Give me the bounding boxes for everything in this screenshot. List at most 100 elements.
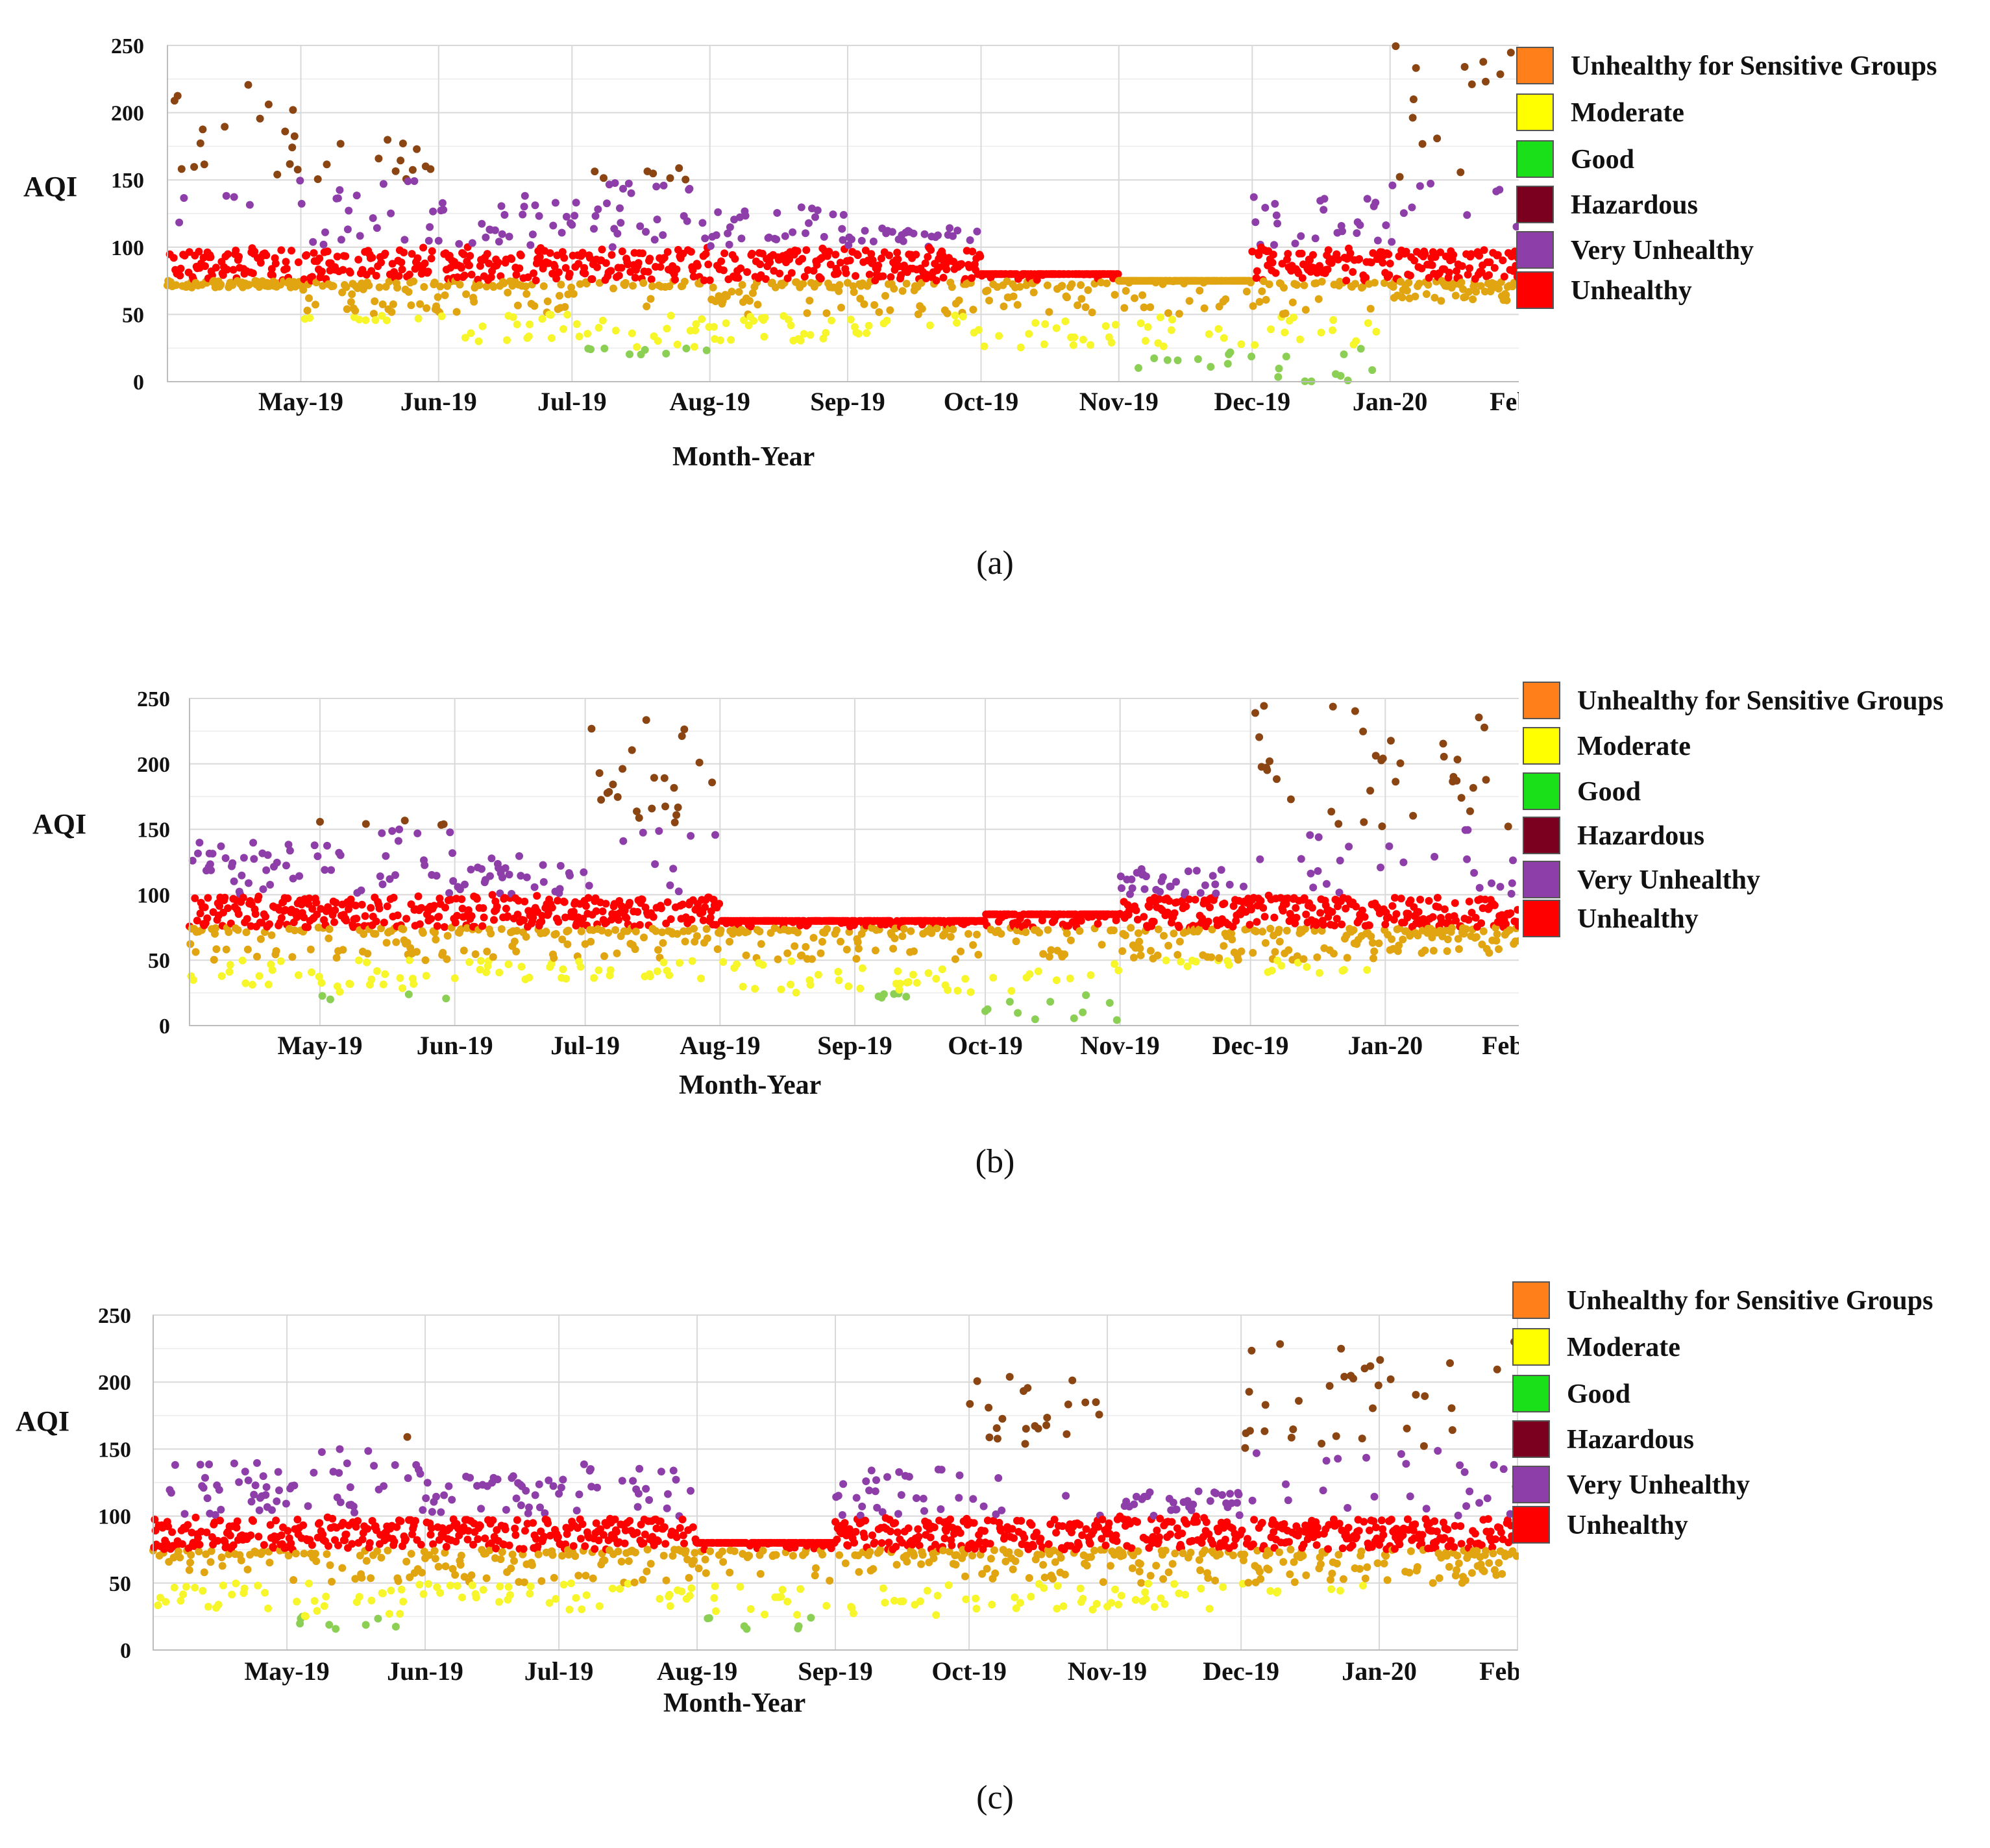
data-point bbox=[905, 1473, 913, 1481]
data-point bbox=[1136, 1560, 1144, 1568]
data-point bbox=[724, 229, 732, 238]
data-point bbox=[217, 972, 226, 980]
data-point bbox=[755, 928, 764, 935]
data-point bbox=[195, 1540, 204, 1549]
data-point bbox=[398, 265, 406, 274]
data-point bbox=[262, 1491, 270, 1499]
chart-panel-b: 0 50 100 150 200 250 May-19 Jun-19 Jul-19 Aug-19 S… bbox=[0, 623, 1990, 1220]
data-point bbox=[341, 1536, 349, 1545]
data-point bbox=[950, 258, 958, 266]
data-point bbox=[550, 262, 559, 271]
data-point bbox=[1290, 1558, 1298, 1566]
data-point bbox=[1058, 282, 1066, 290]
data-point bbox=[313, 910, 321, 918]
data-point bbox=[1012, 1604, 1020, 1612]
data-point bbox=[942, 265, 951, 274]
data-point bbox=[603, 199, 611, 208]
data-point bbox=[1472, 933, 1480, 941]
data-point bbox=[346, 980, 354, 989]
data-point bbox=[1367, 258, 1375, 267]
data-point bbox=[1273, 775, 1281, 783]
data-point bbox=[1141, 337, 1149, 345]
data-point bbox=[991, 1569, 1000, 1577]
data-point bbox=[308, 1541, 316, 1549]
data-point bbox=[792, 989, 800, 997]
data-point bbox=[1059, 1522, 1067, 1531]
data-point bbox=[578, 1520, 587, 1528]
data-point bbox=[229, 265, 238, 274]
data-point bbox=[690, 1557, 698, 1565]
data-point bbox=[913, 979, 921, 987]
data-point bbox=[363, 958, 371, 967]
data-point bbox=[448, 1565, 457, 1573]
data-point bbox=[402, 1557, 411, 1566]
data-point bbox=[241, 1468, 249, 1476]
data-point bbox=[1208, 926, 1216, 933]
data-point bbox=[395, 272, 403, 280]
data-point bbox=[342, 283, 350, 291]
data-point bbox=[846, 256, 854, 265]
data-point bbox=[498, 873, 506, 881]
data-point bbox=[1241, 1444, 1249, 1452]
data-point bbox=[446, 1581, 454, 1590]
data-point bbox=[323, 160, 331, 169]
data-point bbox=[674, 887, 683, 896]
data-point bbox=[397, 156, 405, 165]
data-point bbox=[212, 264, 220, 272]
data-point bbox=[1292, 904, 1300, 912]
data-point bbox=[304, 1502, 312, 1510]
data-point bbox=[1495, 284, 1503, 293]
data-point bbox=[828, 316, 835, 325]
data-point bbox=[1138, 291, 1147, 299]
data-point bbox=[301, 1612, 310, 1620]
data-point bbox=[531, 201, 539, 210]
data-point bbox=[1103, 279, 1111, 288]
data-point bbox=[1043, 1414, 1051, 1422]
data-point bbox=[563, 310, 572, 319]
data-point bbox=[343, 305, 351, 314]
data-point bbox=[1418, 264, 1426, 273]
panel-caption: (b) bbox=[975, 1143, 1015, 1180]
data-point bbox=[1153, 951, 1162, 959]
data-point bbox=[1480, 246, 1488, 254]
data-point bbox=[1094, 920, 1102, 928]
data-point bbox=[985, 1403, 993, 1412]
data-point bbox=[426, 223, 434, 231]
data-point bbox=[425, 1551, 434, 1559]
data-point bbox=[939, 1546, 948, 1555]
data-point bbox=[955, 1471, 964, 1479]
data-point bbox=[1415, 279, 1423, 288]
data-point bbox=[483, 947, 491, 955]
data-point bbox=[371, 297, 379, 306]
data-point bbox=[627, 189, 635, 197]
data-point bbox=[1346, 249, 1355, 258]
data-point bbox=[818, 937, 826, 946]
data-point bbox=[1463, 211, 1471, 219]
data-point bbox=[318, 992, 326, 1000]
data-point bbox=[949, 925, 957, 933]
data-point bbox=[407, 301, 415, 310]
data-point bbox=[733, 960, 741, 968]
data-point bbox=[402, 915, 411, 923]
data-point bbox=[177, 1597, 185, 1605]
data-point bbox=[1226, 348, 1235, 356]
data-point bbox=[465, 958, 474, 967]
data-point bbox=[1185, 895, 1194, 904]
data-point bbox=[1244, 1534, 1252, 1543]
data-point bbox=[655, 827, 663, 835]
data-point bbox=[361, 912, 369, 920]
data-point bbox=[1121, 931, 1129, 939]
data-point bbox=[1493, 251, 1502, 259]
data-point bbox=[1477, 282, 1485, 290]
data-point bbox=[404, 288, 413, 296]
data-point bbox=[1275, 364, 1283, 373]
x-tick-label: Feb-20 bbox=[1482, 1031, 1519, 1060]
x-tick-label: Jul-19 bbox=[537, 387, 607, 416]
data-point bbox=[405, 270, 413, 278]
data-point bbox=[273, 858, 281, 867]
data-point bbox=[892, 1542, 900, 1551]
data-point bbox=[1029, 288, 1038, 297]
data-point bbox=[687, 1486, 694, 1495]
data-point bbox=[1464, 271, 1472, 279]
